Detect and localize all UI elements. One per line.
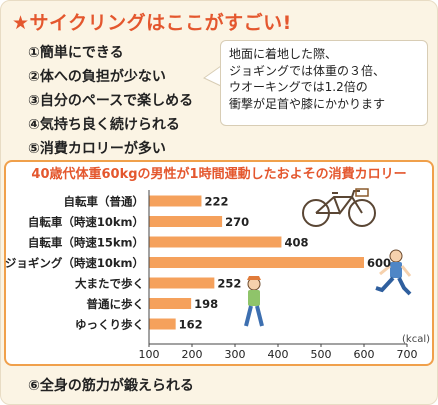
walker-shirt bbox=[248, 290, 260, 306]
bike-wheel bbox=[348, 199, 376, 227]
category-label: 普通に歩く bbox=[87, 297, 145, 311]
bicycle-illustration bbox=[302, 188, 376, 227]
x-tick-label: 200 bbox=[182, 348, 203, 361]
jogger-illustration bbox=[375, 249, 412, 296]
x-tick-label: 100 bbox=[139, 348, 160, 361]
walker-legs bbox=[244, 305, 264, 327]
bar bbox=[149, 195, 202, 207]
category-label: ジョギング（時速10km） bbox=[5, 256, 144, 270]
x-tick-label: 500 bbox=[311, 348, 332, 361]
category-label: 自転車（普通） bbox=[64, 195, 145, 209]
impact-note: 地面に着地した際、 ジョギングでは体重の３倍、 ウオーキングでは1.2倍の 衝撃… bbox=[220, 40, 428, 126]
x-tick-label: 700 bbox=[397, 348, 418, 361]
category-label: 自転車（時速15km） bbox=[28, 236, 144, 250]
x-tick-label: 400 bbox=[268, 348, 289, 361]
category-label: ゆっくり歩く bbox=[75, 318, 144, 332]
category-label: 大またで歩く bbox=[75, 277, 144, 291]
walker-illustration bbox=[244, 276, 264, 327]
value-label: 270 bbox=[225, 215, 249, 229]
jogger-arms bbox=[379, 264, 412, 277]
bar bbox=[149, 257, 364, 268]
bar bbox=[149, 318, 176, 330]
point-4: ④気持ち良く続けられる bbox=[28, 117, 180, 133]
point-2: ②体への負担が少ない bbox=[28, 69, 166, 85]
x-tick-label: 300 bbox=[225, 348, 246, 361]
value-label: 222 bbox=[204, 195, 228, 209]
point-3: ③自分のペースで楽しめる bbox=[28, 93, 194, 109]
chart-title: 40歳代体重60kgの男性が1時間運動したおよその消費カロリー bbox=[31, 167, 407, 182]
unit-label: (kcal) bbox=[402, 334, 430, 345]
note-line: 衝撃が足首や膝にかかります bbox=[229, 96, 386, 111]
x-tick-label: 600 bbox=[354, 348, 375, 361]
bar bbox=[149, 298, 192, 309]
jogger-shirt bbox=[390, 262, 402, 278]
bar bbox=[149, 216, 223, 227]
bike-basket bbox=[355, 188, 369, 197]
note-line: 地面に着地した際、 bbox=[229, 47, 338, 61]
value-label: 252 bbox=[217, 277, 241, 291]
page-title: ★サイクリングはここがすごい! bbox=[12, 12, 292, 34]
bar bbox=[149, 236, 282, 248]
point-6: ⑥全身の筋力が鍛えられる bbox=[28, 378, 194, 394]
value-label: 198 bbox=[194, 297, 218, 311]
note-line: ジョギングでは体重の３倍、 bbox=[229, 63, 386, 78]
value-label: 162 bbox=[179, 318, 203, 332]
note-line: ウオーキングでは1.2倍の bbox=[229, 80, 368, 94]
bar bbox=[149, 277, 215, 289]
point-1: ①簡単にできる bbox=[28, 45, 124, 61]
category-label: 自転車（時速10km） bbox=[28, 215, 144, 229]
point-5: ⑤消費カロリーが多い bbox=[28, 141, 166, 157]
walker-cap bbox=[247, 276, 261, 280]
bike-frame bbox=[315, 190, 363, 216]
jogger-head bbox=[389, 249, 403, 263]
jogger-legs bbox=[375, 276, 412, 296]
value-label: 408 bbox=[284, 236, 308, 250]
value-label: 600 bbox=[367, 256, 391, 270]
